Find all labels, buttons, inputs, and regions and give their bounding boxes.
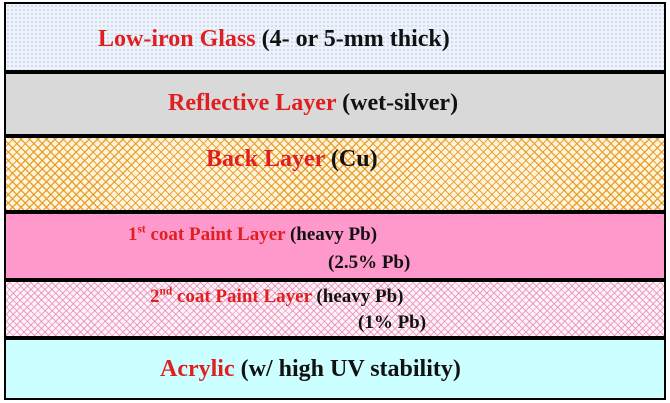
layer-detail: (w/ high UV stability)	[240, 356, 461, 382]
layer-detail: (wet-silver)	[342, 90, 459, 116]
layer-name: Reflective Layer	[168, 90, 337, 116]
back-layer: Back Layer (Cu)	[4, 136, 666, 212]
second-coat-paint-layer: 2nd coat Paint Layer (heavy Pb) (1% Pb)	[4, 280, 666, 338]
reflective-layer: Reflective Layer (wet-silver)	[4, 72, 666, 136]
layer-label: 1st coat Paint Layer (heavy Pb)	[128, 224, 377, 246]
layer-name: Back Layer	[206, 146, 325, 172]
layer-detail: (4- or 5-mm thick)	[261, 26, 450, 52]
layer-name: 2nd coat Paint Layer	[150, 285, 312, 307]
layer-label: Acrylic (w/ high UV stability)	[160, 356, 461, 383]
low-iron-glass-layer: Low-iron Glass (4- or 5-mm thick)	[4, 2, 666, 72]
layer-name: Low-iron Glass	[98, 26, 256, 52]
layer-detail: (heavy Pb)	[289, 224, 378, 245]
layer-label: 2nd coat Paint Layer (heavy Pb)	[150, 286, 404, 308]
acrylic-layer: Acrylic (w/ high UV stability)	[4, 338, 666, 400]
layer-detail: (heavy Pb)	[316, 286, 404, 307]
layer-label: Low-iron Glass (4- or 5-mm thick)	[98, 26, 450, 53]
first-coat-paint-layer: 1st coat Paint Layer (heavy Pb) (2.5% Pb…	[4, 212, 666, 280]
layer-name: 1st coat Paint Layer	[128, 223, 286, 245]
layer-detail-line2: (1% Pb)	[358, 312, 427, 333]
layer-detail-line2: (2.5% Pb)	[328, 252, 411, 273]
layer-detail: (Cu)	[330, 146, 378, 172]
layer-name: Acrylic	[160, 356, 235, 382]
layer-label: Back Layer (Cu)	[206, 146, 378, 173]
layer-label: Reflective Layer (wet-silver)	[168, 90, 458, 117]
